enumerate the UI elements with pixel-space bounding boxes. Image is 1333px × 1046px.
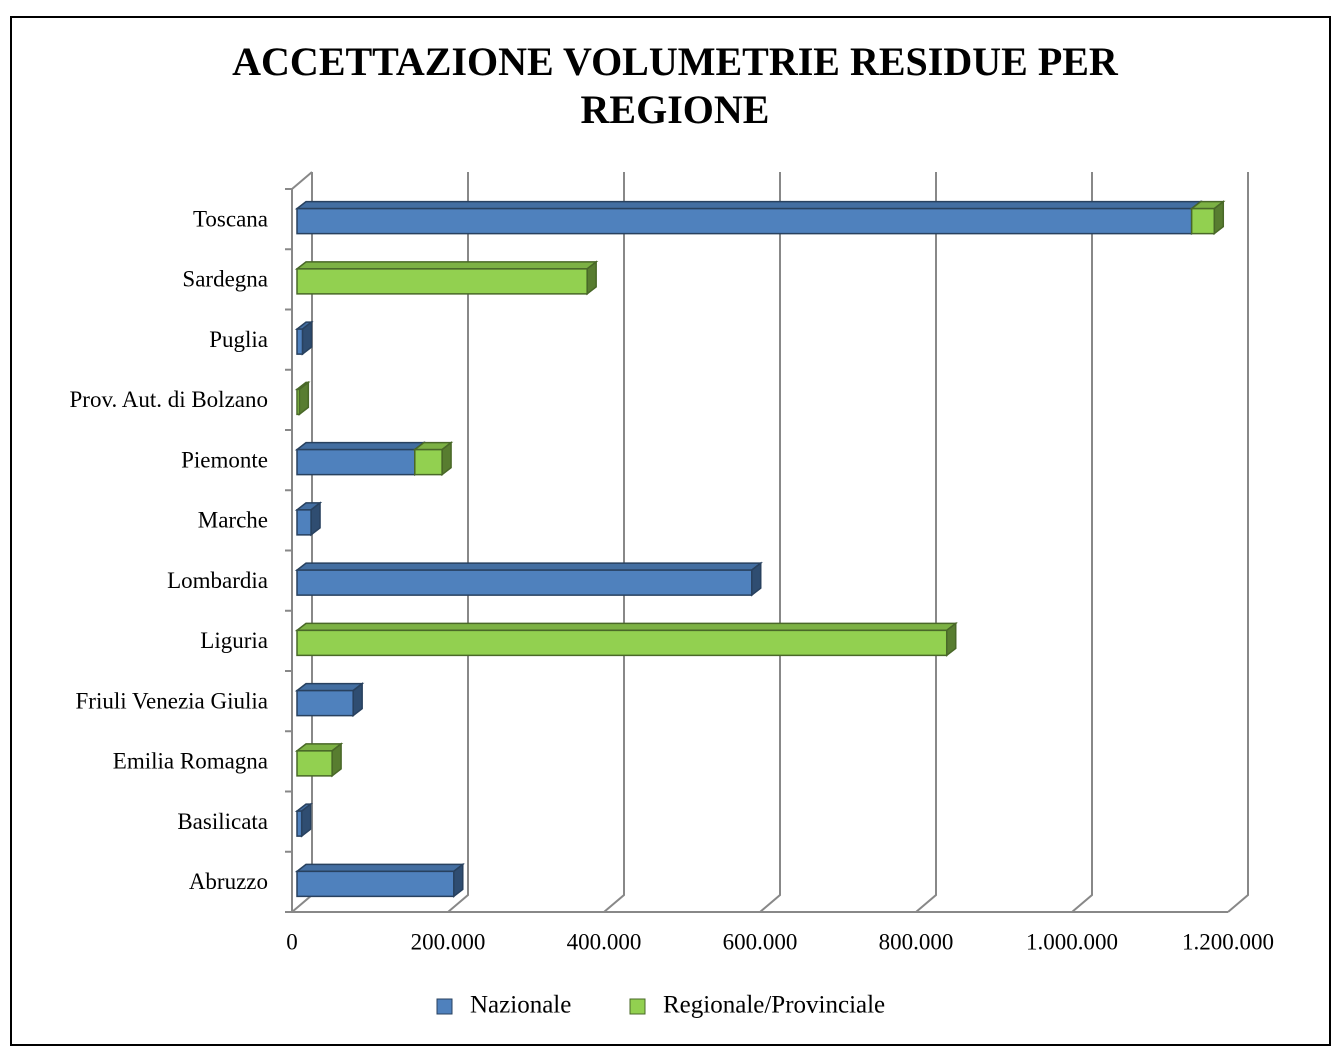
- x-tick-label: 1.000.000: [1026, 929, 1118, 954]
- y-tick-label: Prov. Aut. di Bolzano: [70, 387, 268, 412]
- grid-line: [1071, 172, 1093, 913]
- x-tick-label: 200.000: [411, 929, 486, 954]
- y-tick-label: Emilia Romagna: [113, 749, 268, 774]
- y-tick-label: Friuli Venezia Giulia: [76, 688, 268, 713]
- bar-front: [296, 448, 416, 476]
- bar: [294, 862, 465, 898]
- grid-line: [1227, 172, 1249, 913]
- bar-top: [294, 863, 465, 873]
- legend-swatch: [629, 998, 646, 1015]
- bar: [294, 441, 426, 477]
- bar: [294, 380, 311, 416]
- bar-front: [296, 810, 303, 837]
- x-tick-label: 400.000: [567, 929, 642, 954]
- bar-top: [294, 682, 365, 692]
- grid-line: [603, 172, 625, 913]
- x-tick-label: 1.200.000: [1182, 929, 1274, 954]
- bar: [294, 320, 314, 356]
- bar: [294, 501, 323, 537]
- bar: [294, 561, 763, 597]
- legend-label: Regionale/Provinciale: [663, 992, 885, 1019]
- bar: [1189, 200, 1226, 236]
- bar-front: [296, 388, 301, 416]
- x-tick-label: 600.000: [723, 929, 798, 954]
- y-tick-label: Liguria: [200, 628, 268, 653]
- bar: [294, 621, 958, 657]
- bar: [294, 260, 599, 296]
- y-tick-label: Basilicata: [177, 809, 268, 834]
- bar: [294, 742, 344, 778]
- y-tick-label: Puglia: [209, 327, 268, 352]
- y-tick-label: Marche: [198, 508, 268, 533]
- bar: [412, 441, 454, 477]
- y-tick-label: Sardegna: [182, 267, 268, 292]
- bar-front: [296, 268, 588, 295]
- grid-line: [447, 172, 469, 913]
- bar-top: [294, 622, 958, 632]
- bar-front: [296, 750, 333, 777]
- bar-front: [296, 509, 312, 536]
- legend-swatch: [436, 998, 453, 1015]
- bar-front: [296, 207, 1193, 235]
- bar-front: [1190, 207, 1216, 235]
- chart-title: ACCETTAZIONE VOLUMETRIE RESIDUE PER REGI…: [232, 39, 1118, 132]
- grid-line: [759, 172, 781, 913]
- bar-front: [296, 328, 304, 355]
- bar-top: [294, 261, 599, 270]
- y-tick-label: Lombardia: [167, 568, 268, 593]
- bar-top: [294, 562, 763, 571]
- bar-top: [294, 200, 1203, 210]
- bar-front: [296, 689, 354, 717]
- legend-label: Nazionale: [470, 992, 571, 1019]
- bar: [294, 802, 313, 838]
- bar-front: [296, 629, 948, 657]
- bar-front: [414, 448, 443, 476]
- y-tick-label: Abruzzo: [189, 869, 268, 894]
- bar: [294, 682, 365, 718]
- x-tick-label: 0: [286, 929, 298, 954]
- x-tick-label: 800.000: [879, 929, 954, 954]
- grid-line: [915, 172, 937, 913]
- y-tick-label: Piemonte: [181, 447, 268, 472]
- bar-front: [296, 870, 455, 898]
- y-tick-label: Toscana: [193, 206, 268, 231]
- bar-top: [294, 441, 426, 451]
- bar: [294, 200, 1203, 236]
- left-wall-top: [291, 171, 313, 190]
- bar-front: [296, 569, 753, 596]
